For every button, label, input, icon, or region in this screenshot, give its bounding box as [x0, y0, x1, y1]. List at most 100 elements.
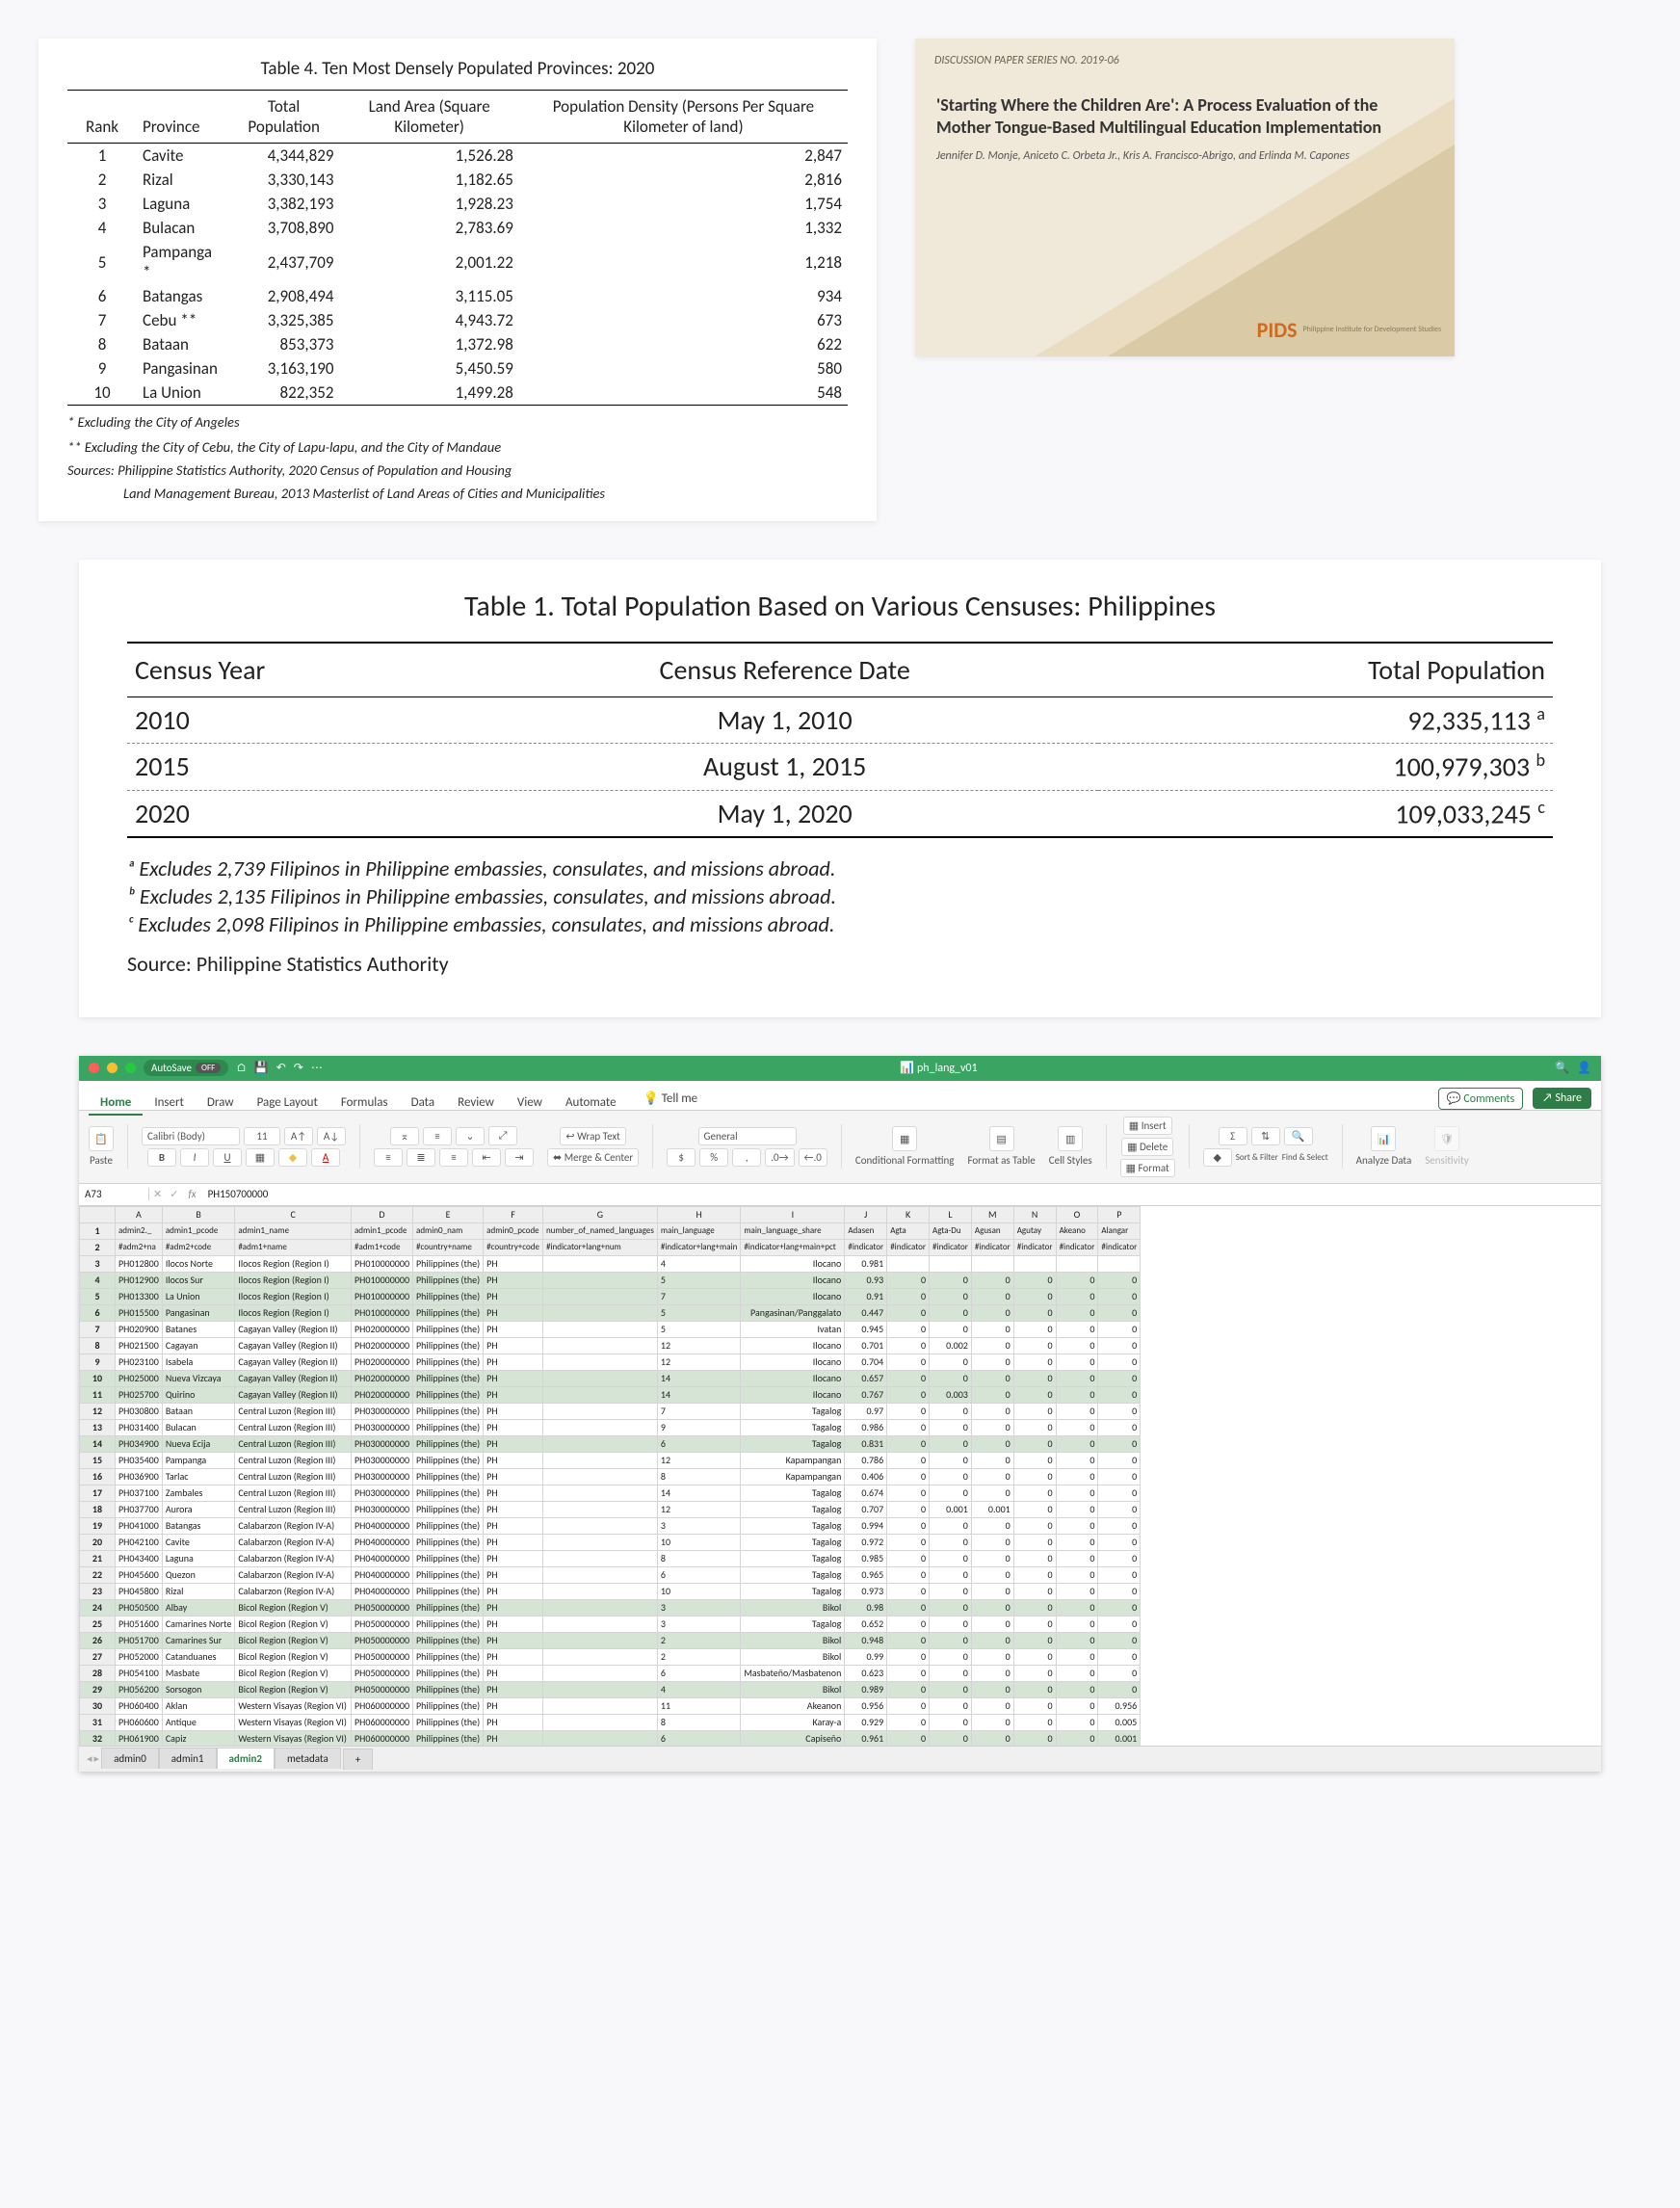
row-9[interactable]: 9	[80, 1354, 116, 1370]
cell[interactable]: 0	[887, 1435, 930, 1452]
cell[interactable]	[542, 1616, 657, 1632]
font-size[interactable]: 11	[244, 1127, 280, 1145]
cell[interactable]: 0.973	[845, 1583, 887, 1599]
cell[interactable]: 0	[1056, 1517, 1098, 1534]
cell[interactable]: 0.91	[845, 1288, 887, 1304]
cell[interactable]: 0	[930, 1288, 972, 1304]
cell[interactable]: 0	[971, 1665, 1013, 1681]
cell[interactable]: 0	[930, 1550, 972, 1566]
cell[interactable]: 0	[930, 1354, 972, 1370]
cell[interactable]: Bikol	[741, 1648, 845, 1665]
cell[interactable]: 0	[1013, 1566, 1056, 1583]
cell[interactable]: 0	[930, 1272, 972, 1288]
cell[interactable]: 0.657	[845, 1370, 887, 1386]
cell[interactable]: 0	[1056, 1337, 1098, 1354]
cell[interactable]: Philippines (the)	[413, 1419, 484, 1435]
col-H[interactable]: H	[657, 1206, 740, 1222]
cell[interactable]: PH	[484, 1566, 543, 1583]
cell[interactable]: Karay-a	[741, 1714, 845, 1730]
cell[interactable]: 0	[887, 1681, 930, 1697]
row-4[interactable]: 4	[80, 1272, 116, 1288]
cell[interactable]: 14	[657, 1370, 740, 1386]
cell[interactable]: 0	[971, 1272, 1013, 1288]
align-mid[interactable]: ≡	[423, 1127, 452, 1145]
fill[interactable]: ◆	[1203, 1148, 1232, 1167]
cell[interactable]	[542, 1354, 657, 1370]
cell[interactable]: 0.989	[845, 1681, 887, 1697]
cell[interactable]: 0	[971, 1681, 1013, 1697]
cell[interactable]	[542, 1566, 657, 1583]
cell[interactable]: #country+code	[484, 1239, 543, 1255]
user-icon[interactable]: 👤	[1577, 1061, 1591, 1075]
cell[interactable]: 0	[930, 1452, 972, 1468]
cell[interactable]: Kapampangan	[741, 1468, 845, 1485]
cell[interactable]: PH	[484, 1419, 543, 1435]
row-19[interactable]: 19	[80, 1517, 116, 1534]
cell[interactable]: 0	[1056, 1616, 1098, 1632]
cell[interactable]: Central Luzon (Region III)	[235, 1419, 352, 1435]
cell[interactable]: 0	[1098, 1501, 1141, 1517]
cell[interactable]: 8	[657, 1550, 740, 1566]
cell[interactable]: Central Luzon (Region III)	[235, 1468, 352, 1485]
cell[interactable]: PH030000000	[352, 1435, 413, 1452]
cell[interactable]: 0	[1056, 1468, 1098, 1485]
align-r[interactable]: ≡	[439, 1148, 468, 1167]
cell[interactable]: #indicator	[1098, 1239, 1141, 1255]
col-P[interactable]: P	[1098, 1206, 1141, 1222]
cell[interactable]: PH030800	[116, 1403, 163, 1419]
cell[interactable]: PH	[484, 1272, 543, 1288]
cell[interactable]: PH	[484, 1697, 543, 1714]
cell[interactable]: 0	[1056, 1370, 1098, 1386]
row-11[interactable]: 11	[80, 1386, 116, 1403]
cell[interactable]: PH030000000	[352, 1452, 413, 1468]
cell[interactable]: Ilocano	[741, 1386, 845, 1403]
cell[interactable]: 0	[887, 1304, 930, 1321]
cell[interactable]: Sorsogon	[162, 1681, 235, 1697]
cell[interactable]: 0	[930, 1485, 972, 1501]
cell[interactable]: 0	[887, 1632, 930, 1648]
col-G[interactable]: G	[542, 1206, 657, 1222]
cell[interactable]: PH056200	[116, 1681, 163, 1697]
cell[interactable]: Catanduanes	[162, 1648, 235, 1665]
cell[interactable]: PH020000000	[352, 1370, 413, 1386]
cell[interactable]: 0	[1056, 1550, 1098, 1566]
cell[interactable]: 0	[1013, 1321, 1056, 1337]
cell[interactable]: Tagalog	[741, 1616, 845, 1632]
cell[interactable]: Calabarzon (Region IV-A)	[235, 1517, 352, 1534]
cell[interactable]: Central Luzon (Region III)	[235, 1501, 352, 1517]
cell[interactable]	[542, 1255, 657, 1272]
row-2[interactable]: 2	[80, 1239, 116, 1255]
wrap-text[interactable]: ↩ Wrap Text	[560, 1127, 626, 1145]
dec-inc[interactable]: .0→	[765, 1148, 794, 1167]
cell[interactable]: Ilocos Region (Region I)	[235, 1304, 352, 1321]
cell[interactable]: 0	[971, 1485, 1013, 1501]
cell[interactable]: 0	[1098, 1370, 1141, 1386]
cell[interactable]: 4	[657, 1255, 740, 1272]
cell[interactable]: 0	[1013, 1648, 1056, 1665]
col-C[interactable]: C	[235, 1206, 352, 1222]
cell[interactable]	[542, 1321, 657, 1337]
accept-icon[interactable]: ✓	[166, 1188, 182, 1200]
row-6[interactable]: 6	[80, 1304, 116, 1321]
cell[interactable]: 0	[971, 1370, 1013, 1386]
row-13[interactable]: 13	[80, 1419, 116, 1435]
paste-group[interactable]: 📋 Paste	[89, 1126, 114, 1167]
cell[interactable]: Philippines (the)	[413, 1485, 484, 1501]
cell[interactable]: Ilocos Region (Region I)	[235, 1255, 352, 1272]
cell[interactable]: PH030000000	[352, 1419, 413, 1435]
cell[interactable]: 0	[887, 1337, 930, 1354]
cell[interactable]: PH040000000	[352, 1566, 413, 1583]
col-N[interactable]: N	[1013, 1206, 1056, 1222]
cell[interactable]: 0	[971, 1419, 1013, 1435]
cond-fmt[interactable]: ▦Conditional Formatting	[855, 1126, 955, 1167]
cell[interactable]: 0	[1056, 1599, 1098, 1616]
cell[interactable]: PH060400	[116, 1697, 163, 1714]
cell[interactable]: Philippines (the)	[413, 1501, 484, 1517]
cell[interactable]: Capiseño	[741, 1730, 845, 1746]
cell[interactable]: 10	[657, 1534, 740, 1550]
cell[interactable]: 11	[657, 1697, 740, 1714]
row-7[interactable]: 7	[80, 1321, 116, 1337]
row-10[interactable]: 10	[80, 1370, 116, 1386]
cell[interactable]: 8	[657, 1714, 740, 1730]
cell[interactable]: Philippines (the)	[413, 1517, 484, 1534]
